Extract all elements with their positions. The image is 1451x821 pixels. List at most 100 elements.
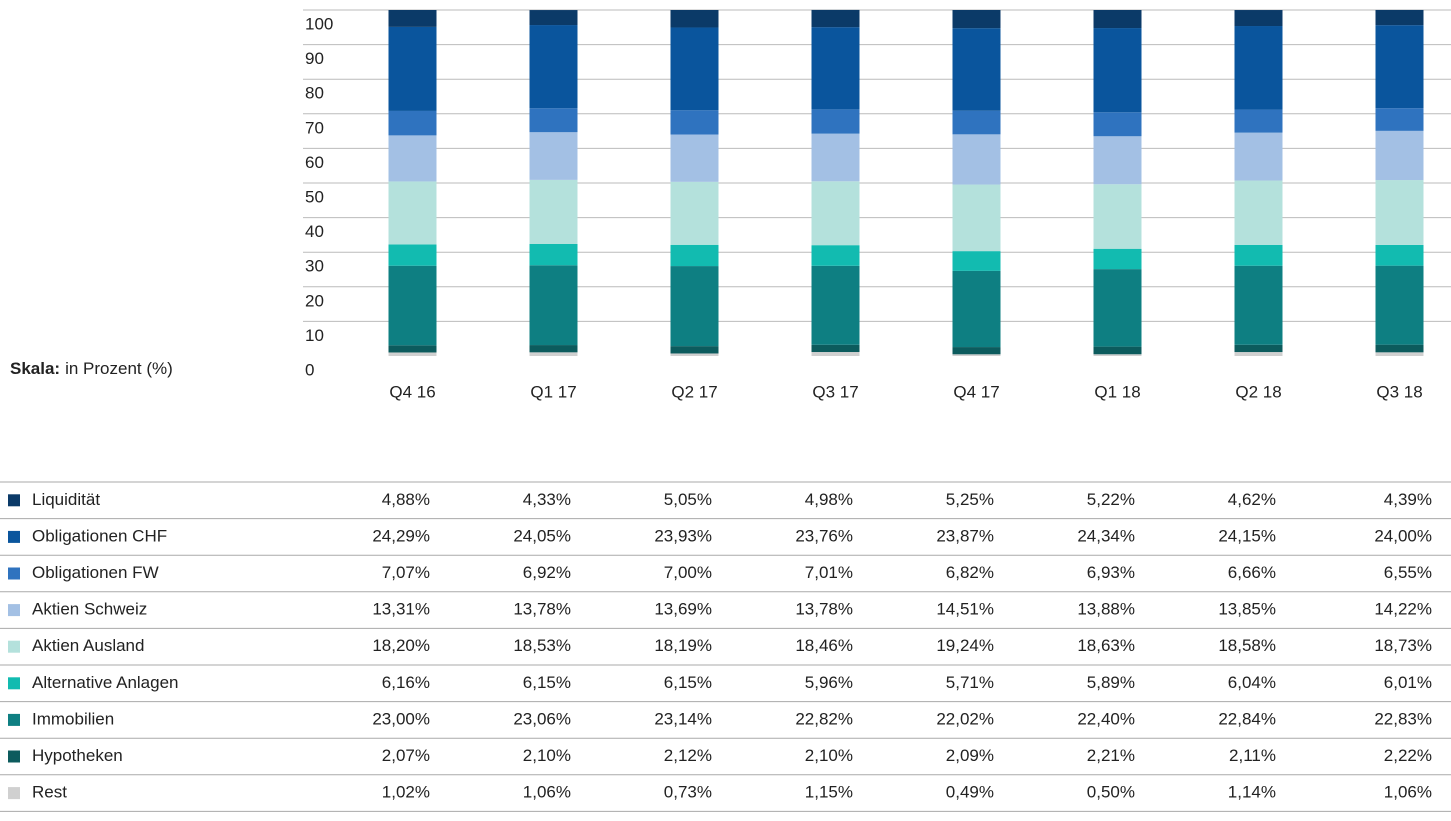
table-value: 2,22% (1384, 746, 1432, 765)
table-value: 1,02% (382, 783, 430, 802)
table-value: 2,11% (1229, 746, 1276, 765)
legend-swatch (8, 530, 20, 543)
table-value: 4,98% (805, 490, 853, 509)
table-value: 4,88% (382, 490, 430, 509)
legend-label: Liquidität (32, 490, 100, 509)
bar-segment (1375, 130, 1424, 181)
table-value: 6,93% (1087, 563, 1135, 582)
table-value: 23,87% (936, 526, 994, 545)
table-value: 18,73% (1374, 636, 1432, 655)
table-value: 1,06% (1384, 783, 1432, 802)
table-value: 18,53% (513, 636, 571, 655)
bar-segment (1375, 352, 1424, 356)
x-tick-label: Q3 18 (1376, 382, 1422, 401)
legend-swatch (8, 677, 20, 690)
legend-label: Obligationen CHF (32, 526, 167, 545)
bar-segment (952, 251, 1001, 271)
legend-label: Aktien Schweiz (32, 600, 147, 619)
bar-segment (388, 110, 437, 136)
legend-label: Hypotheken (32, 746, 123, 765)
table-value: 5,96% (805, 673, 853, 692)
legend-swatch (8, 750, 20, 763)
y-tick-label: 30 (305, 257, 324, 276)
y-tick-label: 90 (305, 49, 324, 68)
bar-segment (1375, 108, 1424, 131)
table-value: 23,00% (372, 709, 430, 728)
table-value: 18,58% (1218, 636, 1276, 655)
table-value: 2,09% (946, 746, 994, 765)
bar-segment (1234, 10, 1283, 27)
bar-segment (952, 184, 1001, 252)
table-value: 2,10% (523, 746, 571, 765)
bar-segment (670, 353, 719, 356)
bar-segment (529, 352, 578, 356)
y-tick-label: 0 (305, 360, 314, 379)
legend-label: Aktien Ausland (32, 636, 144, 655)
legend-label: Alternative Anlagen (32, 673, 179, 692)
bar-segment (811, 9, 860, 28)
bar-segment (1093, 248, 1142, 270)
bar-segment (952, 347, 1001, 355)
table-value: 24,00% (1374, 526, 1432, 545)
table-value: 22,83% (1374, 709, 1432, 728)
bar-segment (952, 270, 1001, 348)
bar-segment (388, 244, 437, 266)
table-value: 6,01% (1384, 673, 1432, 692)
bar-segment (1093, 10, 1142, 29)
scale-label: Skala: in Prozent (%) (10, 359, 173, 378)
table-value: 22,82% (795, 709, 853, 728)
bar-segment (388, 10, 437, 27)
table-value: 5,22% (1087, 490, 1135, 509)
bar-segment (952, 134, 1001, 185)
table-value: 6,66% (1228, 563, 1276, 582)
bar-segment (529, 179, 578, 244)
table-value: 24,15% (1218, 526, 1276, 545)
y-tick-label: 40 (305, 222, 324, 241)
table-value: 23,14% (654, 709, 712, 728)
table-value: 5,05% (664, 490, 712, 509)
table-value: 5,25% (946, 490, 994, 509)
table-value: 22,84% (1218, 709, 1276, 728)
legend-swatch (8, 713, 20, 726)
x-tick-label: Q1 17 (530, 382, 576, 401)
x-tick-label: Q3 17 (812, 382, 858, 401)
table-value: 7,01% (805, 563, 853, 582)
table-value: 22,40% (1077, 709, 1135, 728)
bar-segment (1375, 180, 1424, 245)
bar-segment (670, 110, 719, 135)
table-value: 6,92% (523, 563, 571, 582)
table-value: 13,69% (654, 600, 712, 619)
legend-swatch (8, 494, 20, 507)
bar-segment (388, 352, 437, 356)
bar-segment (1234, 26, 1283, 110)
table-value: 24,29% (372, 526, 430, 545)
bar-segment (1375, 244, 1424, 266)
legend-swatch (8, 640, 20, 653)
legend-swatch (8, 787, 20, 800)
bar-segment (1234, 352, 1283, 356)
y-tick-label: 100 (305, 14, 333, 33)
bar-segment (670, 244, 719, 267)
table-value: 14,22% (1374, 600, 1432, 619)
table-value: 2,07% (382, 746, 430, 765)
bar-segment (670, 266, 719, 347)
legend-swatch (8, 567, 20, 580)
table-value: 2,10% (805, 746, 853, 765)
legend-swatch (8, 604, 20, 617)
table-value: 24,34% (1077, 526, 1135, 545)
bar-segment (1093, 28, 1142, 113)
table-value: 13,78% (513, 600, 571, 619)
legend-label: Immobilien (32, 709, 114, 728)
bar-segment (1234, 109, 1283, 133)
table-value: 7,07% (382, 563, 430, 582)
bar-segment (1093, 269, 1142, 347)
bar-segment (670, 181, 719, 245)
bar-segment (1093, 112, 1142, 137)
bar-segment (811, 344, 860, 353)
table-value: 4,62% (1228, 490, 1276, 509)
table-value: 4,39% (1384, 490, 1432, 509)
table-value: 13,88% (1077, 600, 1135, 619)
bar-segment (811, 109, 860, 134)
table-value: 5,89% (1087, 673, 1135, 692)
